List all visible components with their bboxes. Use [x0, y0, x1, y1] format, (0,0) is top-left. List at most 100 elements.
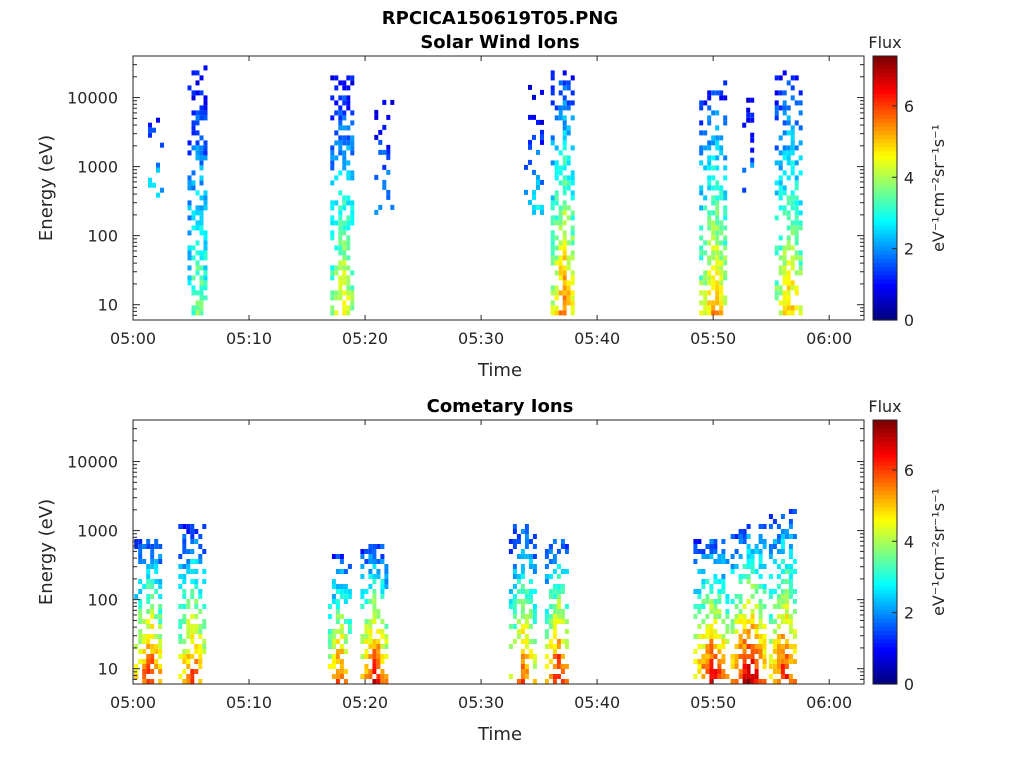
flux-cell [335, 654, 340, 659]
flux-cell [199, 310, 204, 316]
flux-cell [203, 295, 208, 301]
colorbar-segment [873, 167, 897, 173]
flux-cell [512, 544, 517, 549]
flux-cell [725, 599, 730, 604]
flux-cell [554, 165, 559, 171]
flux-cell [198, 659, 203, 664]
flux-cell [350, 135, 355, 141]
flux-cell [186, 634, 191, 639]
flux-cell [532, 544, 537, 549]
flux-cell [524, 554, 529, 559]
flux-cell [346, 285, 351, 291]
flux-cell [711, 285, 716, 291]
flux-cell [203, 155, 208, 161]
colorbar-segment [873, 440, 897, 446]
flux-cell [754, 549, 759, 554]
flux-cell [772, 649, 777, 654]
colorbar-segment [873, 179, 897, 185]
flux-cell [556, 584, 561, 589]
flux-cell [516, 539, 521, 544]
flux-cell [566, 100, 571, 106]
x-tick-label: 05:30 [458, 693, 504, 712]
flux-cell [776, 654, 781, 659]
flux-cell [562, 140, 567, 146]
flux-cell [384, 679, 389, 684]
flux-cell [331, 554, 336, 559]
flux-cell [134, 544, 139, 549]
colorbar-frame [872, 55, 898, 321]
flux-cell [717, 594, 722, 599]
chart-title: Solar Wind Ions [420, 32, 579, 53]
flux-cell [512, 574, 517, 579]
colorbar-segment [873, 543, 897, 549]
flux-cell [142, 669, 147, 674]
flux-cell [699, 300, 704, 306]
colorbar-segment [873, 580, 897, 586]
flux-cell [558, 210, 563, 216]
flux-cell [528, 114, 532, 120]
flux-cell [339, 659, 344, 664]
flux-cell [194, 569, 199, 574]
flux-cell [548, 624, 553, 629]
flux-cell [717, 649, 722, 654]
flux-cell [194, 539, 199, 544]
flux-cell [154, 634, 159, 639]
flux-cell [798, 170, 803, 176]
flux-cell [194, 579, 199, 584]
flux-cell [536, 174, 540, 180]
flux-cell [723, 275, 728, 281]
flux-cell [198, 654, 203, 659]
flux-cell [784, 529, 789, 534]
flux-cell [772, 589, 777, 594]
flux-cell [723, 80, 728, 86]
flux-cell [382, 184, 387, 190]
flux-cell [343, 589, 348, 594]
flux-cell [786, 280, 791, 286]
flux-cell [792, 659, 797, 664]
flux-cell [570, 275, 575, 281]
flux-cell [772, 679, 777, 684]
flux-cell [554, 175, 559, 181]
axis-ticks: 05:00 05:10 05:20 05:30 05:40 05:50 06:0010100… [67, 55, 864, 348]
flux-cell [191, 90, 196, 96]
flux-cell [380, 644, 385, 649]
flux-cell [562, 115, 567, 121]
flux-cell [570, 170, 575, 176]
flux-cell [786, 285, 791, 291]
flux-cell [194, 614, 199, 619]
flux-cell [699, 235, 704, 241]
flux-cell [528, 649, 533, 654]
flux-cell [194, 649, 199, 654]
flux-cell [382, 179, 387, 185]
flux-cell [203, 195, 208, 201]
flux-cell [798, 155, 803, 161]
colorbar-segment [873, 122, 897, 127]
flux-cell [742, 674, 747, 679]
flux-cell [778, 310, 783, 316]
flux-cell [194, 644, 199, 649]
flux-cell [198, 559, 203, 564]
flux-cell [707, 115, 712, 121]
flux-cell [339, 669, 344, 674]
flux-cell [742, 639, 747, 644]
colorbar-segment [873, 498, 897, 504]
flux-cell [186, 599, 191, 604]
flux-cell [186, 604, 191, 609]
flux-cell [742, 614, 747, 619]
flux-cell [138, 544, 143, 549]
flux-cell [203, 200, 208, 206]
flux-cell [198, 679, 203, 684]
flux-cell [709, 599, 714, 604]
flux-cell [792, 629, 797, 634]
flux-cell [768, 549, 773, 554]
flux-cell [330, 155, 335, 161]
flux-cell [719, 255, 724, 261]
flux-cell [360, 634, 365, 639]
colorbar-segment [873, 72, 897, 78]
flux-cell [182, 639, 187, 644]
flux-cell [723, 205, 728, 211]
flux-cell [711, 255, 716, 261]
flux-cell [550, 300, 555, 306]
flux-cell [327, 604, 332, 609]
flux-cell [382, 124, 387, 130]
